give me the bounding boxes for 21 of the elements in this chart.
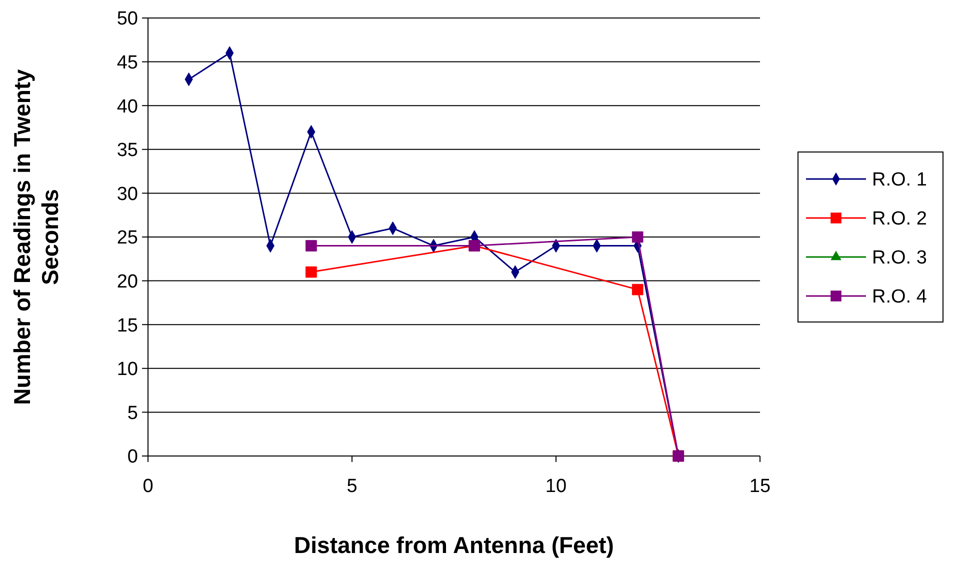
- y-tick-label: 10: [116, 359, 138, 380]
- legend-label: R.O. 3: [872, 248, 927, 269]
- legend-label: R.O. 4: [872, 286, 928, 308]
- x-tick-label: 15: [749, 476, 771, 497]
- y-tick-label: 50: [116, 8, 138, 30]
- y-tick-label: 30: [116, 184, 138, 205]
- y-tick-label: 0: [127, 446, 138, 468]
- x-tick-label: 0: [142, 476, 154, 497]
- x-axis-title: Distance from Antenna (Feet): [294, 532, 614, 558]
- x-tick-label: 5: [346, 476, 358, 497]
- legend-label: R.O. 2: [872, 208, 927, 230]
- y-tick-label: 25: [116, 228, 138, 249]
- y-axis-title: Number of Readings in Twenty Seconds: [9, 68, 63, 405]
- y-tick-label: 20: [116, 271, 138, 292]
- x-tick-label: 10: [545, 476, 567, 497]
- legend-label: R.O. 1: [872, 170, 927, 191]
- y-tick-label: 35: [116, 140, 138, 162]
- y-tick-label: 40: [116, 96, 138, 118]
- y-tick-label: 5: [127, 402, 138, 424]
- y-tick-label: 15: [116, 315, 138, 336]
- y-tick-label: 45: [116, 52, 138, 74]
